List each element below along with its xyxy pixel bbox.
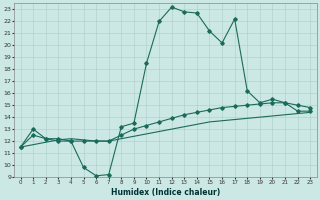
X-axis label: Humidex (Indice chaleur): Humidex (Indice chaleur) [111,188,220,197]
